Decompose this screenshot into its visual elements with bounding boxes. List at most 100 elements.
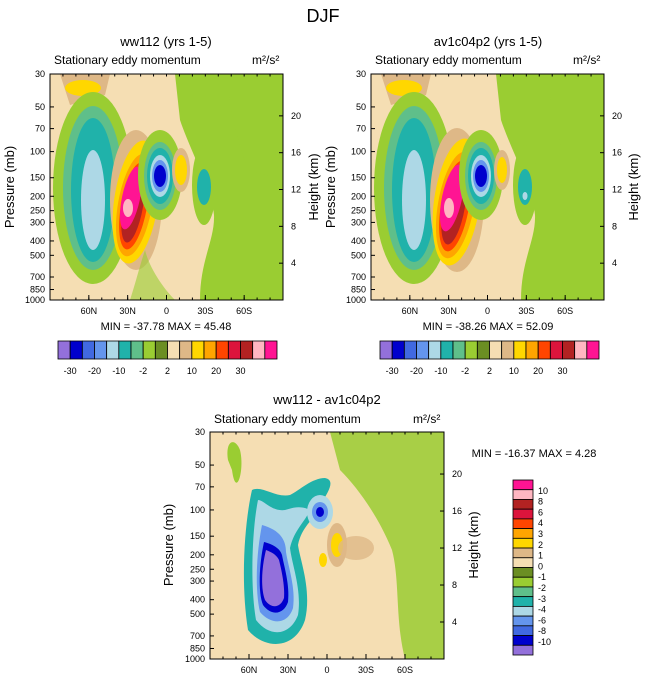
- y-tick-label: 400: [190, 595, 205, 605]
- colorbar-label: -10: [434, 366, 447, 376]
- colorbar-swatch: [562, 340, 576, 360]
- y-tick-label: 1000: [25, 295, 45, 305]
- colorbar-label: 6: [538, 507, 543, 517]
- colorbar-swatch: [391, 340, 405, 360]
- colorbar-swatch: [403, 340, 417, 360]
- height-tick-label: 8: [291, 221, 296, 231]
- colorbar-label: 10: [509, 366, 519, 376]
- field-region: [175, 155, 187, 185]
- panel-title: av1c04p2 (yrs 1-5): [434, 34, 542, 49]
- x-tick-label: 30N: [440, 306, 457, 316]
- height-tick-label: 16: [291, 148, 301, 158]
- colorbar-swatch: [252, 340, 266, 360]
- y-tick-label: 200: [190, 550, 205, 560]
- colorbar-swatch: [57, 340, 71, 360]
- y-tick-label: 50: [356, 102, 366, 112]
- field-region: [386, 80, 422, 96]
- field-region: [228, 74, 283, 180]
- height-axis-label: Height (km): [306, 153, 321, 220]
- y-tick-label: 500: [190, 609, 205, 619]
- height-tick-label: 16: [452, 506, 462, 516]
- colorbar-swatch: [512, 586, 534, 598]
- colorbar-swatch: [428, 340, 442, 360]
- height-tick-label: 20: [612, 111, 622, 121]
- contour-field: [210, 432, 444, 659]
- panel-difference: ww112 - av1c04p2 Stationary eddy momentu…: [161, 392, 596, 675]
- colorbar-swatch: [452, 340, 466, 360]
- panel-ww112: ww112 (yrs 1-5) Stationary eddy momentum…: [2, 34, 321, 376]
- colorbar-swatch: [512, 557, 534, 568]
- field-region: [444, 198, 454, 218]
- field-region: [123, 199, 133, 217]
- colorbar-label: 2: [165, 366, 170, 376]
- colorbar-label: -6: [538, 615, 546, 625]
- contour-field: [371, 74, 604, 300]
- panel-title: ww112 - av1c04p2: [272, 392, 380, 407]
- x-tick-label: 30S: [518, 306, 534, 316]
- colorbar-label: -20: [88, 366, 101, 376]
- colorbar-swatch: [512, 499, 534, 510]
- x-tick-label: 0: [485, 306, 490, 316]
- field-region: [475, 165, 487, 187]
- y-tick-label: 50: [35, 102, 45, 112]
- colorbar-label: 0: [538, 561, 543, 571]
- x-tick-label: 30S: [358, 665, 374, 675]
- colorbar-swatch: [130, 340, 144, 360]
- colorbar: -30 -20 -10 -2 2 10 20 30: [57, 340, 278, 376]
- field-region: [130, 250, 175, 300]
- colorbar-swatch: [512, 596, 534, 607]
- colorbar-label: -30: [386, 366, 399, 376]
- y-tick-label: 500: [351, 250, 366, 260]
- colorbar-swatch: [227, 340, 241, 360]
- colorbar-label: -3: [538, 594, 546, 604]
- colorbar-swatch: [512, 528, 534, 539]
- x-tick-label: 60N: [81, 306, 98, 316]
- y-tick-label: 70: [195, 482, 205, 492]
- field-region: [518, 169, 532, 205]
- panel-subtitle: Stationary eddy momentum: [54, 53, 201, 67]
- field-region: [319, 553, 327, 567]
- colorbar-label: 30: [557, 366, 567, 376]
- height-tick-label: 12: [291, 185, 301, 195]
- field-region: [197, 169, 211, 205]
- colorbar-swatch: [512, 576, 534, 588]
- colorbar-swatch: [512, 635, 534, 646]
- colorbar-label: 1: [538, 551, 543, 561]
- y-tick-label: 100: [30, 147, 45, 157]
- height-tick-label: 4: [612, 258, 617, 268]
- y-tick-label: 50: [195, 460, 205, 470]
- height-tick-label: 8: [452, 580, 457, 590]
- y-tick-label: 700: [351, 272, 366, 282]
- colorbar-swatch: [512, 508, 534, 520]
- colorbar-swatch: [167, 340, 181, 360]
- colorbar-swatch: [512, 537, 534, 549]
- colorbar-label: 2: [487, 366, 492, 376]
- y-tick-label: 250: [30, 206, 45, 216]
- field-region: [402, 150, 426, 250]
- min-max-label: MIN = -38.26 MAX = 52.09: [423, 321, 554, 333]
- y-tick-label: 400: [30, 236, 45, 246]
- field-region: [227, 442, 242, 483]
- height-tick-label: 20: [291, 111, 301, 121]
- colorbar-swatch: [476, 340, 490, 360]
- colorbar-label: 20: [533, 366, 543, 376]
- y-tick-label: 400: [351, 236, 366, 246]
- colorbar-label: 8: [538, 497, 543, 507]
- colorbar-swatch: [142, 340, 156, 360]
- colorbar: -30 -20 -10 -2 2 10 20 30: [379, 340, 600, 376]
- y-axis-label: Pressure (mb): [323, 146, 338, 228]
- y-tick-label: 150: [190, 531, 205, 541]
- height-tick-label: 8: [612, 221, 617, 231]
- colorbar-swatch: [464, 340, 478, 360]
- colorbar-label: 2: [538, 540, 543, 550]
- colorbar-label: -4: [538, 605, 546, 615]
- colorbar-swatch: [264, 340, 278, 360]
- height-axis-label: Height (km): [466, 511, 481, 578]
- colorbar-label: -2: [461, 366, 469, 376]
- colorbar-label: -10: [538, 637, 551, 647]
- y-axis-label: Pressure (mb): [2, 146, 17, 228]
- height-tick-label: 16: [612, 148, 622, 158]
- height-tick-label: 4: [291, 258, 296, 268]
- y-axis-label: Pressure (mb): [161, 504, 176, 586]
